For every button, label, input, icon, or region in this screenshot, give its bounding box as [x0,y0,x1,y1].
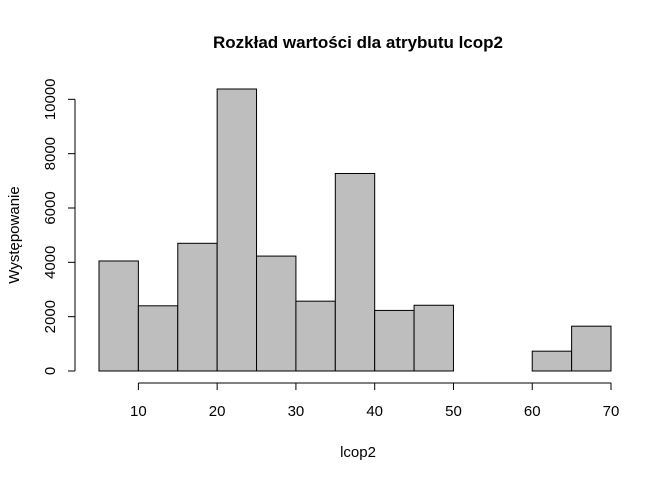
y-tick-label: 4000 [42,246,59,279]
x-tick-label: 20 [209,403,226,420]
y-tick-label: 8000 [42,137,59,170]
histogram-bar [295,300,336,372]
y-tick-label: 10000 [42,78,59,120]
x-tick-label: 50 [445,403,462,420]
x-tick-label: 70 [603,403,620,420]
histogram-bar [334,172,376,372]
y-axis-label: Występowanie [6,186,23,283]
y-tick-label: 2000 [42,300,59,333]
bars-group [98,88,612,372]
x-tick-label: 30 [288,403,305,420]
x-axis: 10 20 30 40 50 60 70 [130,382,620,420]
x-axis-label: lcop2 [340,444,376,461]
histogram-bar [531,350,573,372]
x-tick-label: 10 [130,403,147,420]
y-tick-label: 0 [42,367,59,375]
histogram-bar [137,305,179,372]
histogram-bar [256,255,297,372]
histogram-bar [216,88,258,372]
histogram-bar [177,242,218,372]
histogram-bar [413,304,454,372]
histogram-bar [374,309,415,372]
chart-title: Rozkład wartości dla atrybutu lcop2 [213,33,503,52]
y-axis: 0 2000 4000 6000 8000 10000 [42,78,76,375]
histogram-bar [98,260,139,372]
x-tick-label: 60 [524,403,541,420]
x-tick-label: 40 [366,403,383,420]
histogram-bar [571,325,612,372]
y-tick-label: 6000 [42,191,59,224]
